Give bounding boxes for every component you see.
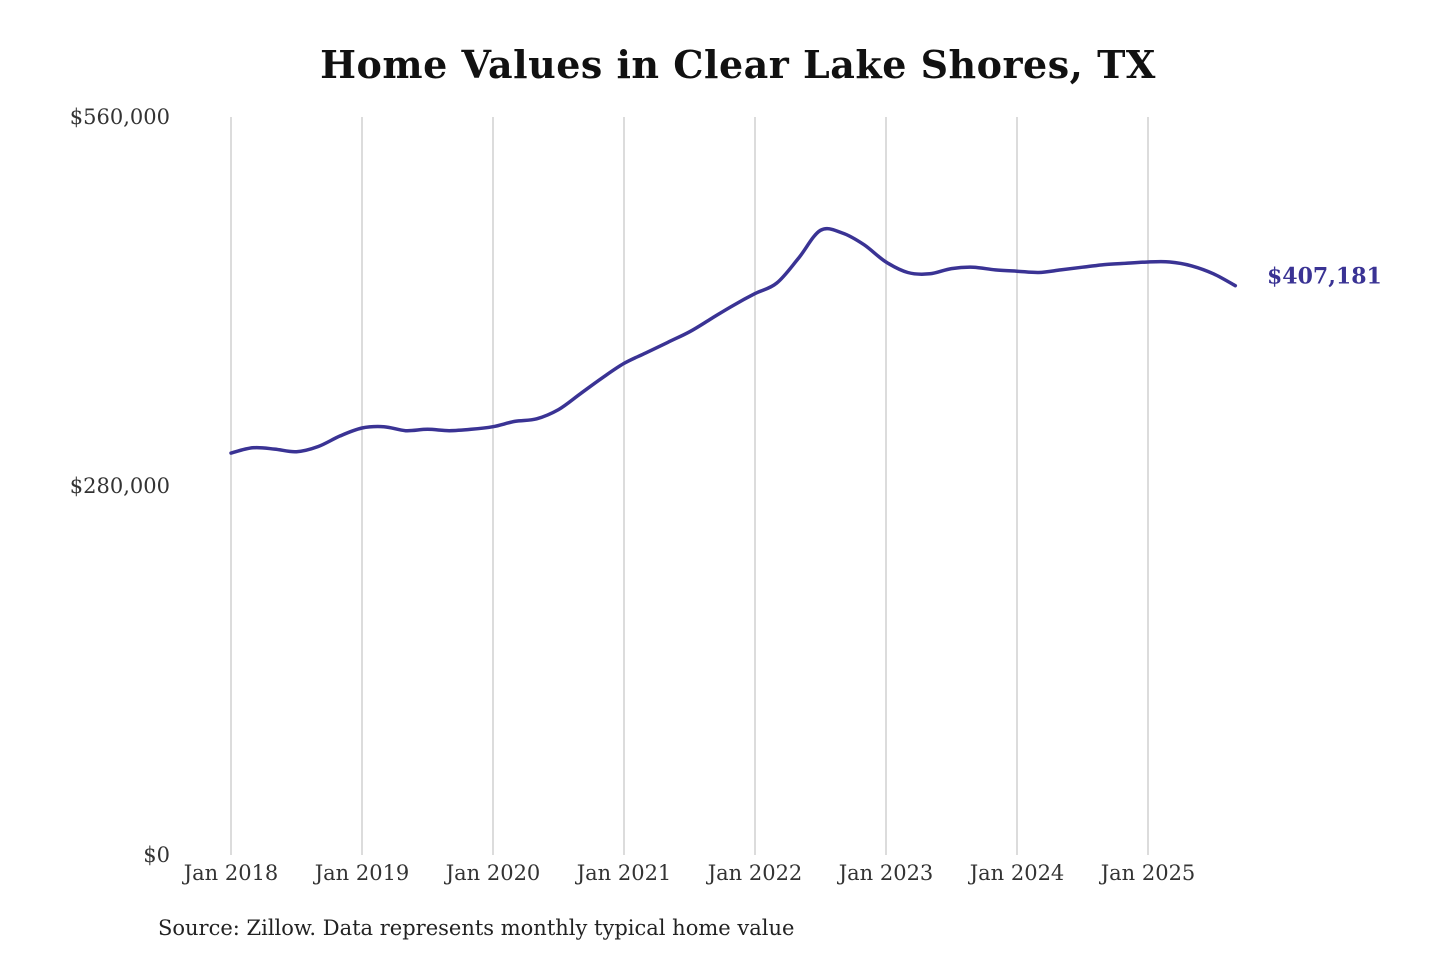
- series-line: [229, 226, 1238, 455]
- x-tick-label: Jan 2021: [575, 861, 672, 885]
- y-tick-label: $280,000: [70, 474, 170, 498]
- source-note: Source: Zillow. Data represents monthly …: [158, 916, 795, 940]
- x-tick-label: Jan 2019: [313, 861, 410, 885]
- chart-title: Home Values in Clear Lake Shores, TX: [320, 42, 1156, 87]
- x-tick-label: Jan 2020: [444, 861, 541, 885]
- x-tick-label: Jan 2024: [968, 861, 1065, 885]
- x-tick-label: Jan 2025: [1099, 861, 1196, 885]
- y-tick-label: $560,000: [70, 105, 170, 129]
- end-value-label: $407,181: [1267, 264, 1382, 290]
- x-tick-label: Jan 2023: [837, 861, 934, 885]
- x-tick-label: Jan 2022: [706, 861, 803, 885]
- x-tick-label: Jan 2018: [182, 861, 279, 885]
- y-tick-label: $0: [143, 843, 170, 867]
